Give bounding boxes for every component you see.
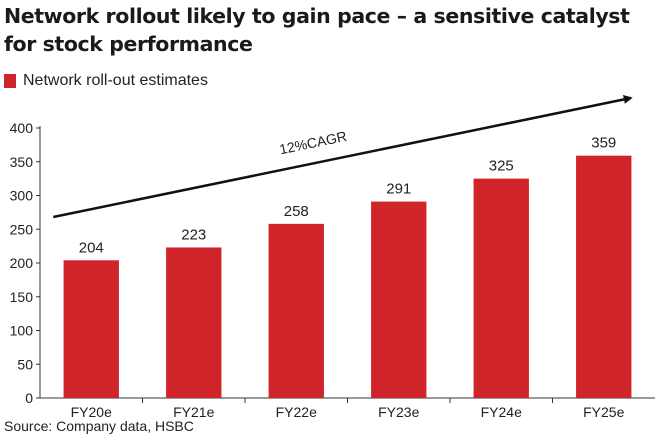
chart-legend: Network roll-out estimates <box>4 72 208 90</box>
x-axis: FY20e FY21e FY22e FY23e FY24e FY25e <box>40 397 655 420</box>
data-labels: 204 223 258 291 325 359 <box>79 135 617 257</box>
cagr-label: 12%CAGR <box>278 128 348 157</box>
bar-series <box>63 155 632 398</box>
y-tick-label: 150 <box>10 289 34 305</box>
x-tick-label-FY25e: FY25e <box>583 404 624 420</box>
x-tick-label-FY20e: FY20e <box>71 404 112 420</box>
data-label-FY24e: 325 <box>489 158 514 175</box>
x-tick-label-FY21e: FY21e <box>173 404 214 420</box>
data-label-FY22e: 258 <box>284 203 309 220</box>
y-tick-label: 300 <box>10 188 34 204</box>
chart-title-line-2: for stock performance <box>4 32 253 56</box>
x-tick-label-FY22e: FY22e <box>276 404 317 420</box>
y-tick-label: 100 <box>10 323 34 339</box>
y-tick-label: 350 <box>10 154 34 170</box>
y-tick-label: 400 <box>10 120 34 136</box>
source-note: Source: Company data, HSBC <box>4 418 194 434</box>
legend-swatch <box>4 74 16 88</box>
x-tick-label-FY24e: FY24e <box>481 404 522 420</box>
data-label-FY20e: 204 <box>79 239 104 256</box>
bar-FY20e <box>63 260 119 398</box>
y-tick-label: 50 <box>17 356 33 372</box>
y-tick-label: 200 <box>10 255 34 271</box>
bar-FY24e <box>473 178 529 398</box>
cagr-arrow <box>52 95 633 219</box>
y-tick-label: 250 <box>10 221 34 237</box>
data-label-FY25e: 359 <box>591 135 616 152</box>
chart-title: Network rollout likely to gain pace – a … <box>4 2 656 58</box>
bar-FY22e <box>268 223 324 398</box>
data-label-FY21e: 223 <box>181 226 206 243</box>
bar-FY25e <box>576 155 632 398</box>
chart-title-line-1: Network rollout likely to gain pace – a … <box>4 4 630 28</box>
data-label-FY23e: 291 <box>386 181 411 198</box>
bar-FY23e <box>371 201 427 398</box>
bar-FY21e <box>166 247 222 398</box>
y-tick-label: 0 <box>25 390 33 406</box>
cagr-annotation: 12%CAGR <box>52 95 633 219</box>
legend-label: Network roll-out estimates <box>23 72 208 89</box>
y-axis: 0 50 100 150 200 250 300 350 400 <box>10 120 41 406</box>
x-tick-label-FY23e: FY23e <box>378 404 419 420</box>
